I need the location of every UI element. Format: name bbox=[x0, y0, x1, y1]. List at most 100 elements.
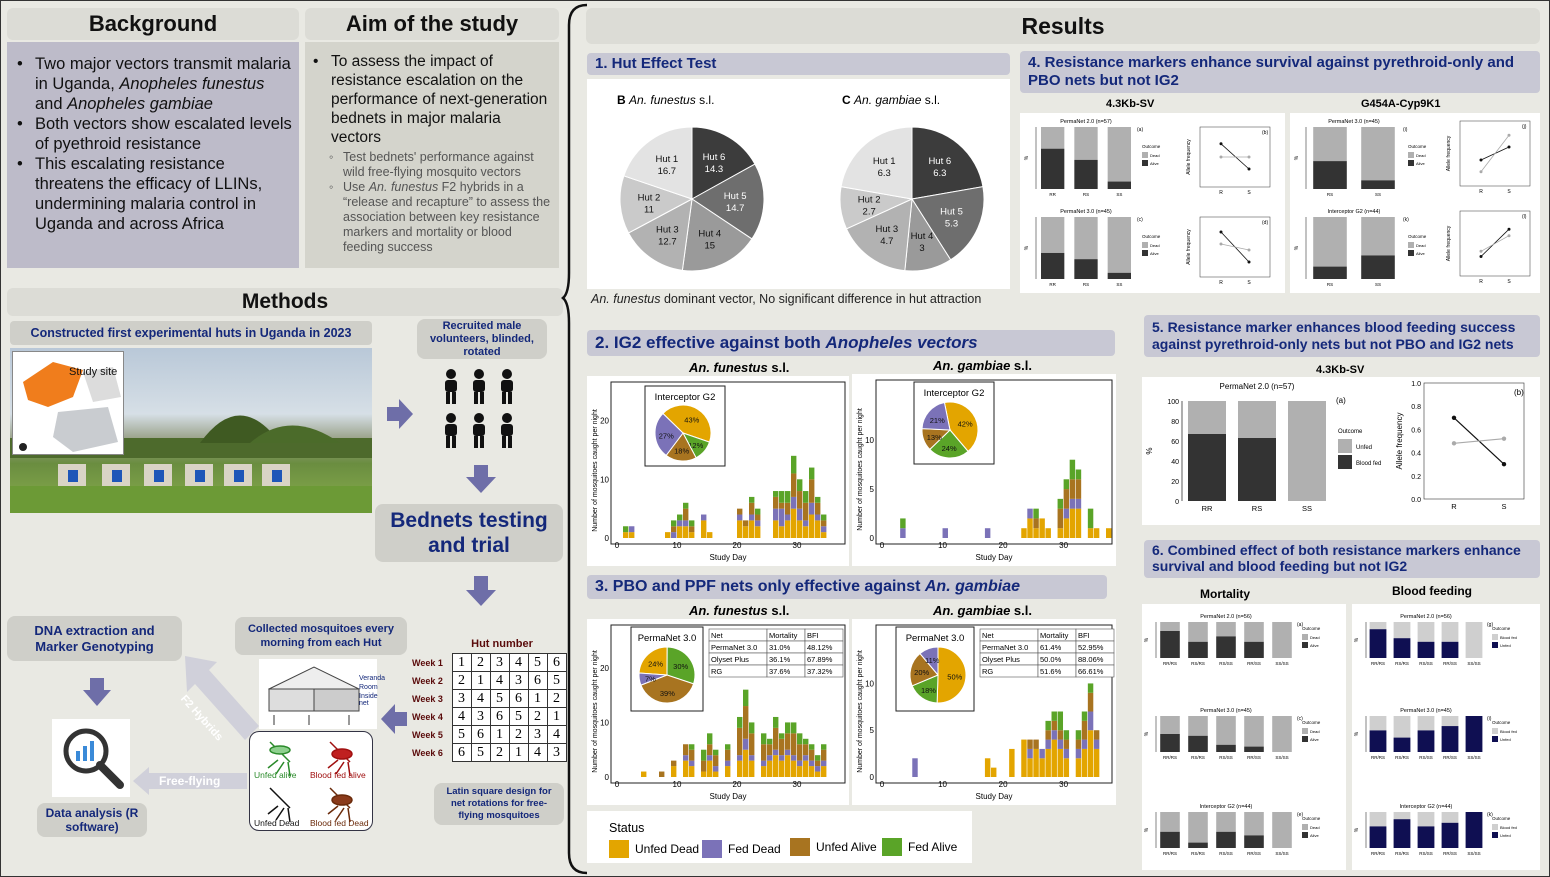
legend-label: Blood fed bbox=[1500, 635, 1517, 640]
hist-bar bbox=[815, 771, 821, 777]
table-text: BFI bbox=[1078, 631, 1090, 640]
hist-bar bbox=[779, 738, 785, 756]
y-axis-label: Number of mosquitoes caught per night bbox=[592, 409, 599, 532]
hist-bar bbox=[1033, 528, 1039, 538]
hist-bar bbox=[785, 520, 791, 538]
status-item-fed-alive: Fed Alive bbox=[882, 838, 957, 856]
hist-bar bbox=[743, 520, 749, 527]
table-text: 52.95% bbox=[1078, 643, 1104, 652]
panel-letter: (a) bbox=[1297, 622, 1303, 628]
panel-letter: (l) bbox=[1522, 214, 1527, 220]
hist-bar bbox=[767, 760, 773, 777]
hist-bar bbox=[749, 520, 755, 538]
s4-marker-2: G454A-Cyp9K1 bbox=[1361, 98, 1441, 110]
s2-right-chart: Number of mosquitoes caught per night Stu… bbox=[852, 374, 1116, 566]
inset-pie-label: 13% bbox=[927, 433, 942, 442]
small-bar-bottom bbox=[1313, 161, 1347, 189]
hist-bar bbox=[815, 755, 821, 761]
s3-right-chart: Number of mosquitoes caught per night Stu… bbox=[852, 619, 1116, 805]
small-y-label: % bbox=[1144, 637, 1150, 642]
legend-label: Dead bbox=[1310, 635, 1320, 640]
hut-pie-0-slice bbox=[623, 126, 693, 200]
hist-bar bbox=[767, 738, 773, 745]
hist-bar bbox=[659, 771, 665, 777]
small-bar-bottom bbox=[1441, 726, 1459, 752]
hist-bar bbox=[1027, 508, 1033, 519]
hist-bar bbox=[779, 755, 785, 761]
latin-cell: 4 bbox=[508, 653, 529, 672]
s5-bar-unfed bbox=[1238, 401, 1276, 438]
hut-pie-1-label: 4.7 bbox=[880, 236, 893, 247]
hist-bar bbox=[1075, 748, 1082, 759]
hist-bar bbox=[755, 514, 761, 521]
background-bullet-1: Two major vectors transmit malaria in Ug… bbox=[11, 54, 293, 114]
hist-bar bbox=[803, 755, 809, 761]
small-bar-bottom bbox=[1188, 735, 1208, 752]
aim-sub-1: Test bednets' performance against wild f… bbox=[325, 150, 553, 180]
hist-bar bbox=[623, 532, 629, 538]
small-x-tick: RR/RS bbox=[1163, 755, 1177, 760]
hist-bar bbox=[773, 749, 779, 756]
small-bar-top bbox=[1369, 622, 1387, 630]
allele-point bbox=[1479, 158, 1483, 162]
hist-bar bbox=[1033, 739, 1039, 749]
hist-bar bbox=[1057, 730, 1064, 740]
small-x-tick: RR/RS bbox=[1371, 851, 1385, 856]
legend-swatch bbox=[1302, 642, 1308, 648]
hist-bar bbox=[791, 755, 797, 761]
allele-line-s bbox=[1480, 135, 1510, 172]
small-bar-top bbox=[1074, 127, 1098, 160]
legend-swatch bbox=[1142, 250, 1148, 256]
small-x-tick: SS/SS bbox=[1467, 851, 1480, 856]
hut-pie-1-label: Hut 6 bbox=[928, 156, 951, 167]
panel-letter: (i) bbox=[1487, 716, 1492, 722]
legend-swatch bbox=[1302, 728, 1308, 734]
allele-line-s bbox=[1480, 235, 1510, 252]
s5-allele-point bbox=[1451, 415, 1457, 420]
hist-bar bbox=[1021, 739, 1027, 777]
hist-bar bbox=[815, 520, 821, 538]
huts-row bbox=[58, 464, 290, 486]
allele-point bbox=[1479, 170, 1483, 174]
pie-title-c: C An. gambiae s.l. bbox=[842, 93, 940, 107]
hist-bar bbox=[713, 749, 719, 756]
allele-point bbox=[1247, 155, 1251, 159]
hist-bar bbox=[725, 766, 731, 777]
hist-bar bbox=[701, 771, 707, 777]
hist-bar bbox=[683, 526, 689, 538]
latin-cell: 4 bbox=[470, 689, 491, 708]
table-text: PermaNet 3.0 bbox=[711, 643, 757, 652]
allele-y-label: Allele frequency bbox=[1186, 139, 1192, 175]
hut-pie-1-label: 6.3 bbox=[878, 168, 891, 179]
latin-cell: 4 bbox=[546, 725, 567, 744]
y-tick: 0 bbox=[870, 773, 875, 782]
x-tick: 10 bbox=[673, 780, 682, 789]
hist-bar bbox=[671, 760, 677, 767]
legend-title: Outcome bbox=[1142, 144, 1161, 149]
s5-y-tick: 40 bbox=[1171, 459, 1179, 466]
hist-bar bbox=[629, 526, 635, 533]
x-tick: 30 bbox=[1059, 780, 1068, 789]
small-bar-top bbox=[1369, 716, 1387, 731]
label-unfed-alive: Unfed alive bbox=[254, 770, 297, 780]
inset-pie-slice bbox=[654, 412, 684, 457]
hist-bar bbox=[797, 491, 803, 509]
table-cell bbox=[804, 664, 844, 678]
hist-bar bbox=[1087, 683, 1094, 693]
y-axis-label: Number of mosquitoes caught per night bbox=[857, 650, 864, 773]
small-chart-title: PermaNet 2.0 (n=56) bbox=[1400, 614, 1452, 620]
hut-pie-1-label: 3 bbox=[919, 243, 924, 254]
hist-bar bbox=[779, 526, 785, 538]
legend-label: Alive bbox=[1310, 833, 1319, 838]
hist-bar bbox=[1093, 739, 1100, 749]
hut-pie-0-label: 11 bbox=[644, 205, 654, 216]
small-bar-bottom bbox=[1244, 746, 1264, 752]
hist-bar bbox=[797, 760, 803, 767]
table-text: 66.61% bbox=[1078, 667, 1104, 676]
status-title: Status bbox=[609, 821, 645, 835]
s5-legend-swatch bbox=[1338, 439, 1352, 453]
hist-bar bbox=[791, 722, 797, 734]
free-flying-label: Free-flying bbox=[159, 774, 221, 788]
hist-bar bbox=[713, 755, 719, 767]
